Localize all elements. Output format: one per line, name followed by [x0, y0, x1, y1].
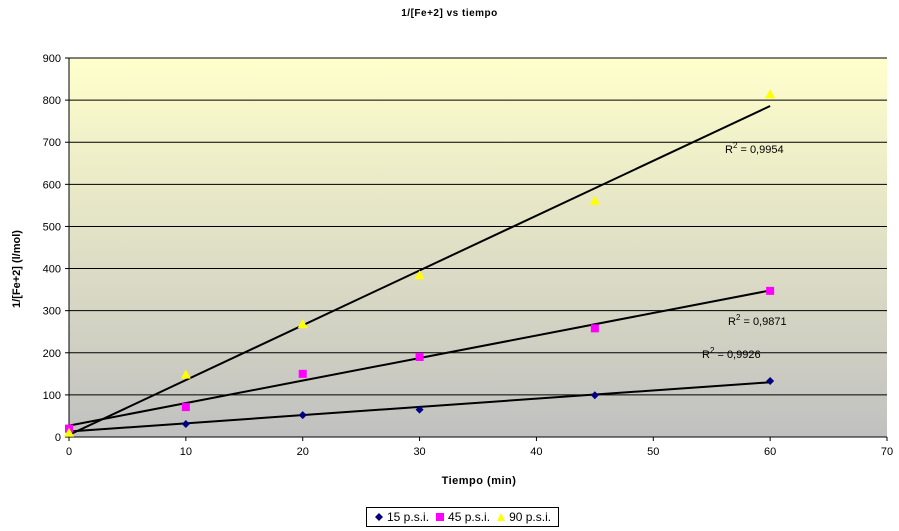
x-tick-label: 0 — [66, 446, 72, 458]
x-tick-label: 70 — [881, 446, 893, 458]
legend-label: 45 p.s.i. — [448, 510, 491, 524]
legend-item: 45 p.s.i. — [435, 510, 490, 524]
diamond-marker-icon — [375, 513, 383, 521]
x-tick-label: 50 — [647, 446, 659, 458]
data-point — [181, 403, 190, 412]
data-point — [64, 427, 74, 437]
data-point — [298, 369, 307, 378]
plot-area: 0 100 200 300 400 500 600 700 800 900 0 10 20 30 40 50 6… — [43, 53, 893, 458]
y-tick-label: 700 — [43, 137, 61, 149]
x-axis-label: Tiempo (min) — [442, 475, 517, 487]
data-point — [298, 411, 307, 420]
y-tick-label: 800 — [43, 95, 61, 107]
data-point — [180, 369, 191, 379]
y-axis-label: 1/[Fe+2] (l/mol) — [11, 230, 23, 308]
data-point — [415, 405, 424, 414]
x-tick-label: 10 — [180, 446, 192, 458]
x-tick-label: 40 — [530, 446, 542, 458]
data-point — [415, 352, 424, 361]
r2-annotation: R2 = 0,9871 — [728, 313, 787, 328]
y-tick-label: 900 — [43, 53, 61, 65]
y-tick-label: 200 — [43, 348, 61, 360]
data-point — [766, 286, 775, 295]
legend-item: 15 p.s.i. — [374, 510, 429, 524]
y-tick-label: 400 — [43, 264, 61, 276]
data-point — [765, 89, 776, 99]
y-tick-label: 600 — [43, 179, 61, 191]
r2-annotation: R2 = 0,9954 — [725, 141, 784, 156]
data-point — [414, 270, 425, 280]
legend-label: 15 p.s.i. — [387, 510, 430, 524]
y-tick-label: 300 — [43, 306, 61, 318]
square-marker-icon — [436, 513, 445, 521]
triangle-marker-icon — [497, 513, 506, 521]
data-point — [297, 319, 308, 329]
x-tick-label: 30 — [413, 446, 425, 458]
r2-annotation: R2 = 0,9926 — [702, 346, 761, 361]
data-point — [181, 419, 190, 428]
data-point — [590, 391, 599, 400]
y-tick-label: 100 — [43, 390, 61, 402]
data-point — [766, 376, 775, 385]
data-point — [589, 195, 600, 205]
plot-background — [69, 58, 887, 437]
x-tick-label: 60 — [764, 446, 776, 458]
y-tick-label: 0 — [55, 432, 61, 444]
legend-item: 90 p.s.i. — [496, 510, 551, 524]
x-tick-label: 20 — [297, 446, 309, 458]
y-tick-label: 500 — [43, 221, 61, 233]
legend: 15 p.s.i. 45 p.s.i. 90 p.s.i. — [366, 507, 560, 527]
data-point — [590, 324, 599, 333]
legend-label: 90 p.s.i. — [509, 510, 552, 524]
chart-title: 1/[Fe+2] vs tiempo — [401, 8, 498, 19]
